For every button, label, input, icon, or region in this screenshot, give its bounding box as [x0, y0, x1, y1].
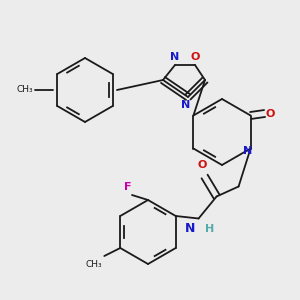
Text: O: O — [198, 160, 207, 170]
Text: CH₃: CH₃ — [86, 260, 102, 269]
Text: N: N — [170, 52, 180, 62]
Text: N: N — [182, 100, 190, 110]
Text: O: O — [266, 109, 275, 118]
Text: N: N — [185, 221, 196, 235]
Text: CH₃: CH₃ — [16, 85, 33, 94]
Text: O: O — [190, 52, 200, 62]
Text: N: N — [243, 146, 252, 155]
Text: F: F — [124, 182, 132, 192]
Text: H: H — [205, 224, 214, 235]
